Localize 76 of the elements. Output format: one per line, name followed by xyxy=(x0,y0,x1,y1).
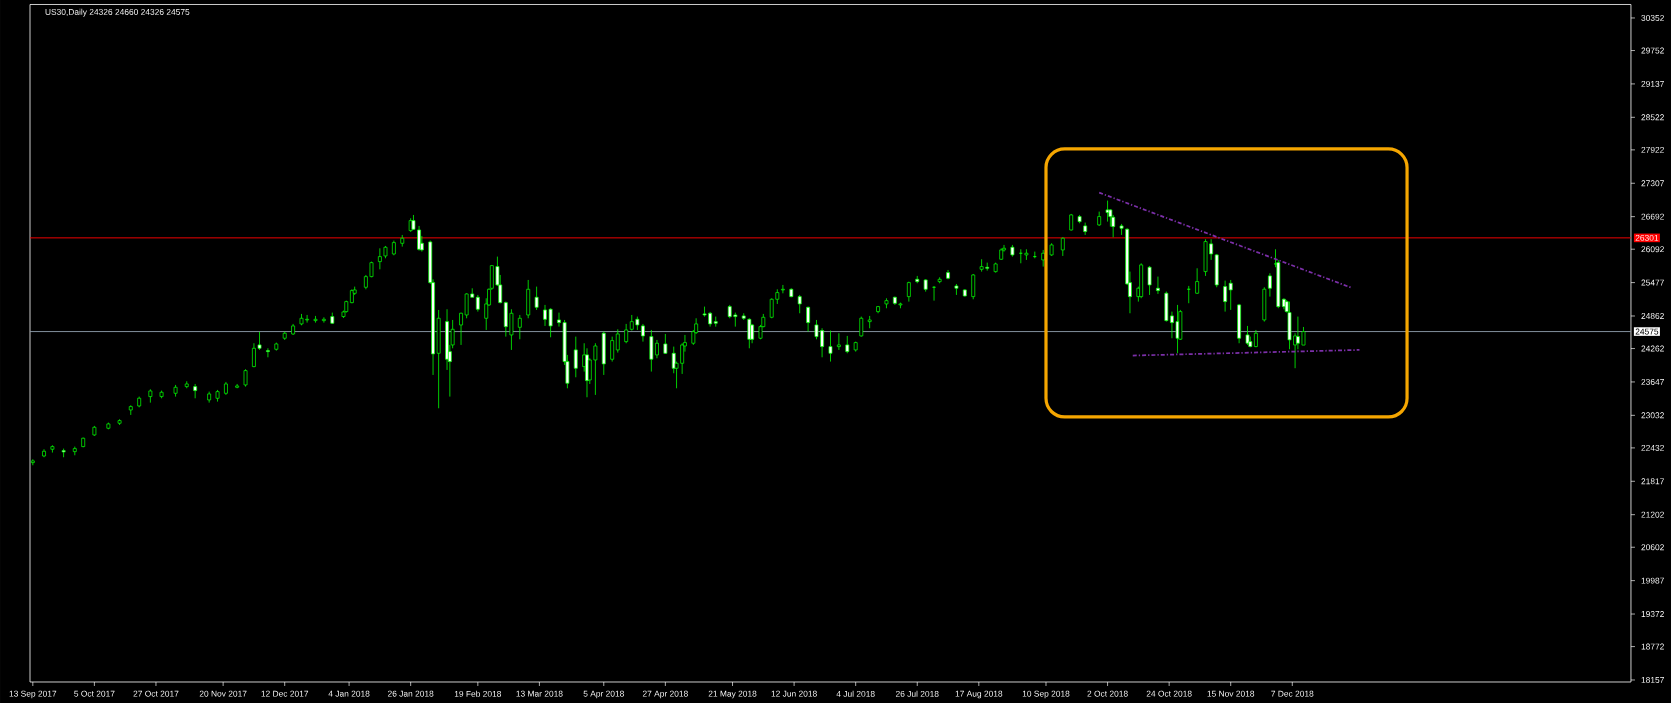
candlestick xyxy=(781,284,785,294)
candlestick xyxy=(836,332,841,351)
candlestick xyxy=(313,315,318,324)
y-tick-label: 26092 xyxy=(1641,246,1664,253)
candlestick xyxy=(1223,280,1228,312)
x-tick-label: 19 Feb 2018 xyxy=(454,690,502,697)
candlestick xyxy=(615,328,620,353)
candlestick xyxy=(859,316,864,338)
x-tick-label: 24 Oct 2018 xyxy=(1146,690,1192,697)
candlestick xyxy=(931,285,937,302)
candlestick xyxy=(610,336,615,362)
x-tick-label: 15 Nov 2018 xyxy=(1207,690,1255,697)
candlestick xyxy=(1018,248,1023,264)
ref-line-label: 24575 xyxy=(1635,328,1659,335)
y-tick-label: 19372 xyxy=(1641,611,1664,617)
x-tick-label: 20 Nov 2017 xyxy=(199,690,247,697)
y-tick-label: 23032 xyxy=(1641,412,1664,419)
candlestick xyxy=(797,294,802,314)
candlestick xyxy=(517,314,522,340)
y-tick-label: 27922 xyxy=(1641,146,1664,153)
candlestick xyxy=(806,306,810,333)
candlestick xyxy=(867,315,872,329)
y-tick-label: 24862 xyxy=(1641,313,1664,319)
x-tick-label: 26 Jul 2018 xyxy=(895,690,939,697)
candlestick xyxy=(1060,236,1065,257)
y-tick-label: 18772 xyxy=(1641,643,1664,650)
y-tick-label: 18157 xyxy=(1641,676,1664,683)
y-tick-label: 20602 xyxy=(1641,544,1664,551)
candlestick xyxy=(1267,272,1272,298)
x-tick-label: 13 Sep 2017 xyxy=(9,690,57,699)
chart-title: US30,Daily 24326 24660 24326 24575 xyxy=(45,8,190,17)
x-tick-label: 10 Sep 2018 xyxy=(1022,690,1070,699)
y-tick-label: 27307 xyxy=(1641,180,1664,187)
candlestick xyxy=(534,286,539,311)
candlestick xyxy=(663,333,668,355)
x-tick-label: 17 Aug 2018 xyxy=(955,690,1003,699)
y-tick-label: 26692 xyxy=(1641,213,1664,220)
candlestick xyxy=(321,316,326,324)
y-tick-label: 21817 xyxy=(1641,478,1664,485)
candlestick xyxy=(266,347,270,358)
y-tick-label: 23647 xyxy=(1641,378,1664,385)
candlestick xyxy=(1195,267,1200,295)
y-tick-label: 29752 xyxy=(1641,47,1664,54)
ref-line-label: 26301 xyxy=(1635,234,1659,241)
x-tick-label: 12 Dec 2017 xyxy=(261,690,309,697)
x-tick-label: 5 Apr 2018 xyxy=(583,690,624,699)
x-tick-label: 27 Apr 2018 xyxy=(642,690,688,699)
x-tick-label: 21 May 2018 xyxy=(708,690,757,699)
candlestick xyxy=(1156,276,1160,295)
candlestick xyxy=(1228,279,1233,311)
x-tick-label: 4 Jul 2018 xyxy=(836,690,875,697)
candlestick xyxy=(573,336,578,378)
candlestick xyxy=(1032,251,1037,259)
y-tick-label: 19987 xyxy=(1641,577,1664,584)
x-tick-label: 26 Jan 2018 xyxy=(387,690,434,697)
candlestick xyxy=(971,273,976,300)
candlestick xyxy=(828,330,833,362)
x-tick-label: 7 Dec 2018 xyxy=(1271,690,1314,697)
candlestick xyxy=(1186,285,1191,304)
y-tick-label: 24262 xyxy=(1641,345,1664,352)
y-tick-label: 28522 xyxy=(1641,114,1664,121)
x-tick-label: 5 Oct 2017 xyxy=(74,690,115,697)
x-tick-label: 4 Jan 2018 xyxy=(328,690,370,697)
candlestick xyxy=(624,323,629,344)
x-tick-label: 12 Jun 2018 xyxy=(771,690,817,697)
y-tick-label: 25477 xyxy=(1641,279,1664,286)
x-tick-label: 13 Mar 2018 xyxy=(516,690,563,697)
candlestick xyxy=(1147,265,1152,296)
candlestick xyxy=(1105,200,1110,222)
y-tick-label: 22432 xyxy=(1641,444,1664,451)
y-tick-label: 29137 xyxy=(1641,80,1664,87)
x-tick-label: 2 Oct 2018 xyxy=(1087,690,1128,697)
x-tick-label: 27 Oct 2017 xyxy=(133,690,179,697)
y-tick-label: 30352 xyxy=(1641,14,1664,21)
candlestick xyxy=(193,383,198,399)
y-tick-label: 21202 xyxy=(1641,511,1664,518)
